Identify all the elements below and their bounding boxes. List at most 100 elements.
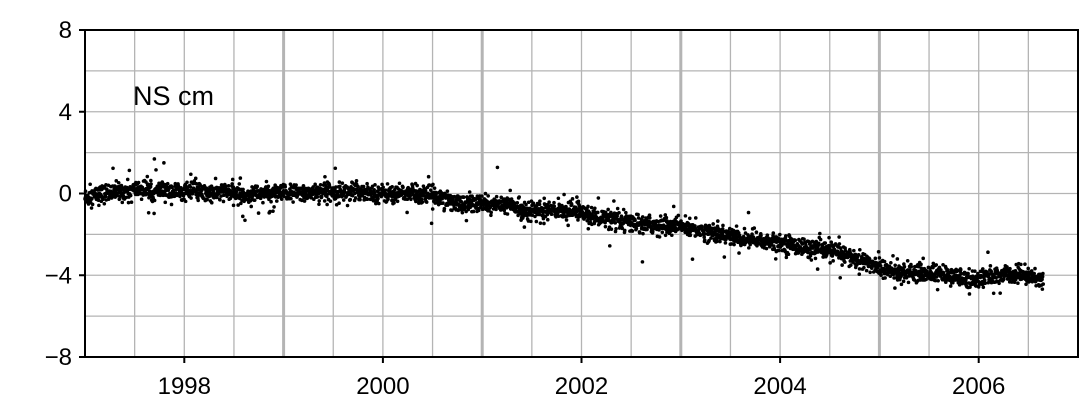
data-point [722,255,727,259]
data-point [964,281,968,285]
data-point [152,211,156,216]
data-point [889,261,893,265]
data-point [747,246,751,250]
data-point [570,197,575,201]
data-point [613,221,618,225]
data-point [300,198,304,203]
data-point [116,180,121,185]
data-point [921,256,926,261]
data-point [433,201,437,205]
data-point [1008,266,1012,271]
data-point [526,200,531,205]
data-point [461,195,466,199]
data-point [934,275,939,279]
data-point [373,183,377,187]
data-point [117,197,122,202]
data-point [833,242,838,246]
data-point [1040,287,1045,291]
data-point [737,251,741,255]
data-point [542,196,547,201]
data-point [271,209,275,213]
data-point [883,276,887,280]
data-point [619,214,624,219]
series-annotation: NS cm [133,81,214,111]
data-point [494,194,499,199]
data-point [338,184,342,189]
data-point [959,271,964,276]
data-point [818,231,822,236]
data-point [383,188,388,192]
data-point [538,221,543,225]
data-point [902,264,907,269]
data-point [752,226,757,230]
data-point [924,277,928,282]
data-point [272,205,276,209]
data-point [784,234,788,238]
data-point [828,261,832,265]
data-point [777,248,781,253]
data-point [189,172,193,177]
data-point [1041,271,1045,276]
data-point [401,185,405,190]
data-point [1019,262,1023,267]
data-point [823,241,828,245]
data-point [711,222,715,226]
data-point [261,200,265,205]
data-point [337,201,341,206]
data-point [735,235,739,239]
data-point [934,263,939,267]
data-point [1041,282,1045,286]
data-point [1033,266,1037,271]
data-point [967,266,971,271]
data-point [322,199,327,203]
data-point [505,212,510,216]
data-point [185,180,189,185]
data-point [800,242,805,246]
data-point [718,236,723,241]
data-point [895,257,900,261]
data-point [102,201,107,206]
data-point [723,241,728,245]
data-point [234,189,239,194]
data-point [341,198,346,202]
data-point [515,200,520,205]
data-point [878,264,883,268]
data-point [869,266,874,270]
data-point [147,189,152,194]
data-point [877,256,882,260]
data-point [876,249,881,254]
grid-lines [85,30,1078,357]
data-point [988,264,993,268]
data-point [149,182,153,186]
data-point [219,194,223,198]
data-point [670,233,674,238]
data-point [524,202,528,207]
data-point [476,208,481,213]
data-point [473,197,478,202]
data-point [126,200,131,205]
data-point [838,246,843,250]
data-point [441,201,445,205]
data-point [549,212,554,217]
data-point [289,196,293,201]
data-point [759,233,763,238]
data-point [405,210,409,215]
data-point [221,199,226,204]
x-axis: 1998 2000 2002 2004 2006 [158,357,1005,400]
data-point [372,190,377,195]
y-axis: 8 4 0 −4 −8 [45,17,85,371]
data-point [813,256,818,261]
data-point [409,197,413,202]
data-point [114,179,119,183]
data-point [693,216,698,220]
data-point [128,193,133,198]
data-point [721,223,725,228]
data-point [279,197,284,201]
data-point [318,183,323,187]
data-point [852,248,856,253]
data-point [103,194,108,199]
data-point [323,174,327,179]
data-point [786,252,791,257]
data-point [392,201,396,205]
data-point [238,176,243,180]
